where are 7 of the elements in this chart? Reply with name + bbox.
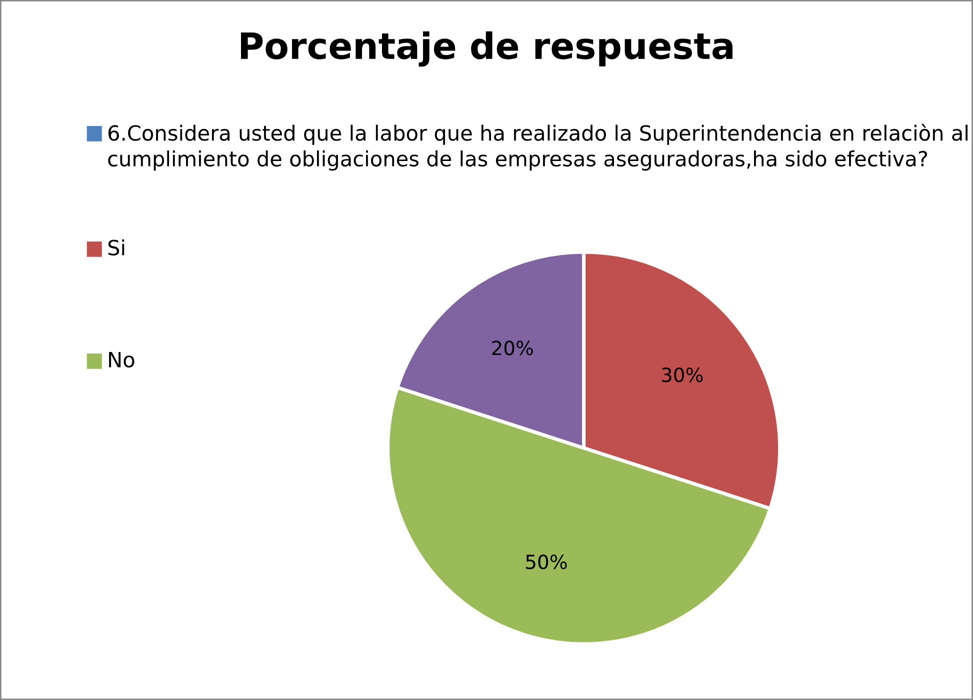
- legend-label: 6.Considera usted que la labor que ha realizado la Superintendencia en relaciòn al cumplimiento de obligaciones de las empresas aseguradoras,ha sido efectiva?: [108, 124, 968, 171]
- legend-label: Si: [108, 239, 124, 256]
- data-label: 30%: [662, 368, 703, 382]
- data-label: 50%: [526, 554, 567, 570]
- chart-title: Porcentaje de respuesta: [241, 31, 732, 67]
- legend-label: No: [109, 352, 134, 368]
- data-label: 20%: [492, 340, 533, 356]
